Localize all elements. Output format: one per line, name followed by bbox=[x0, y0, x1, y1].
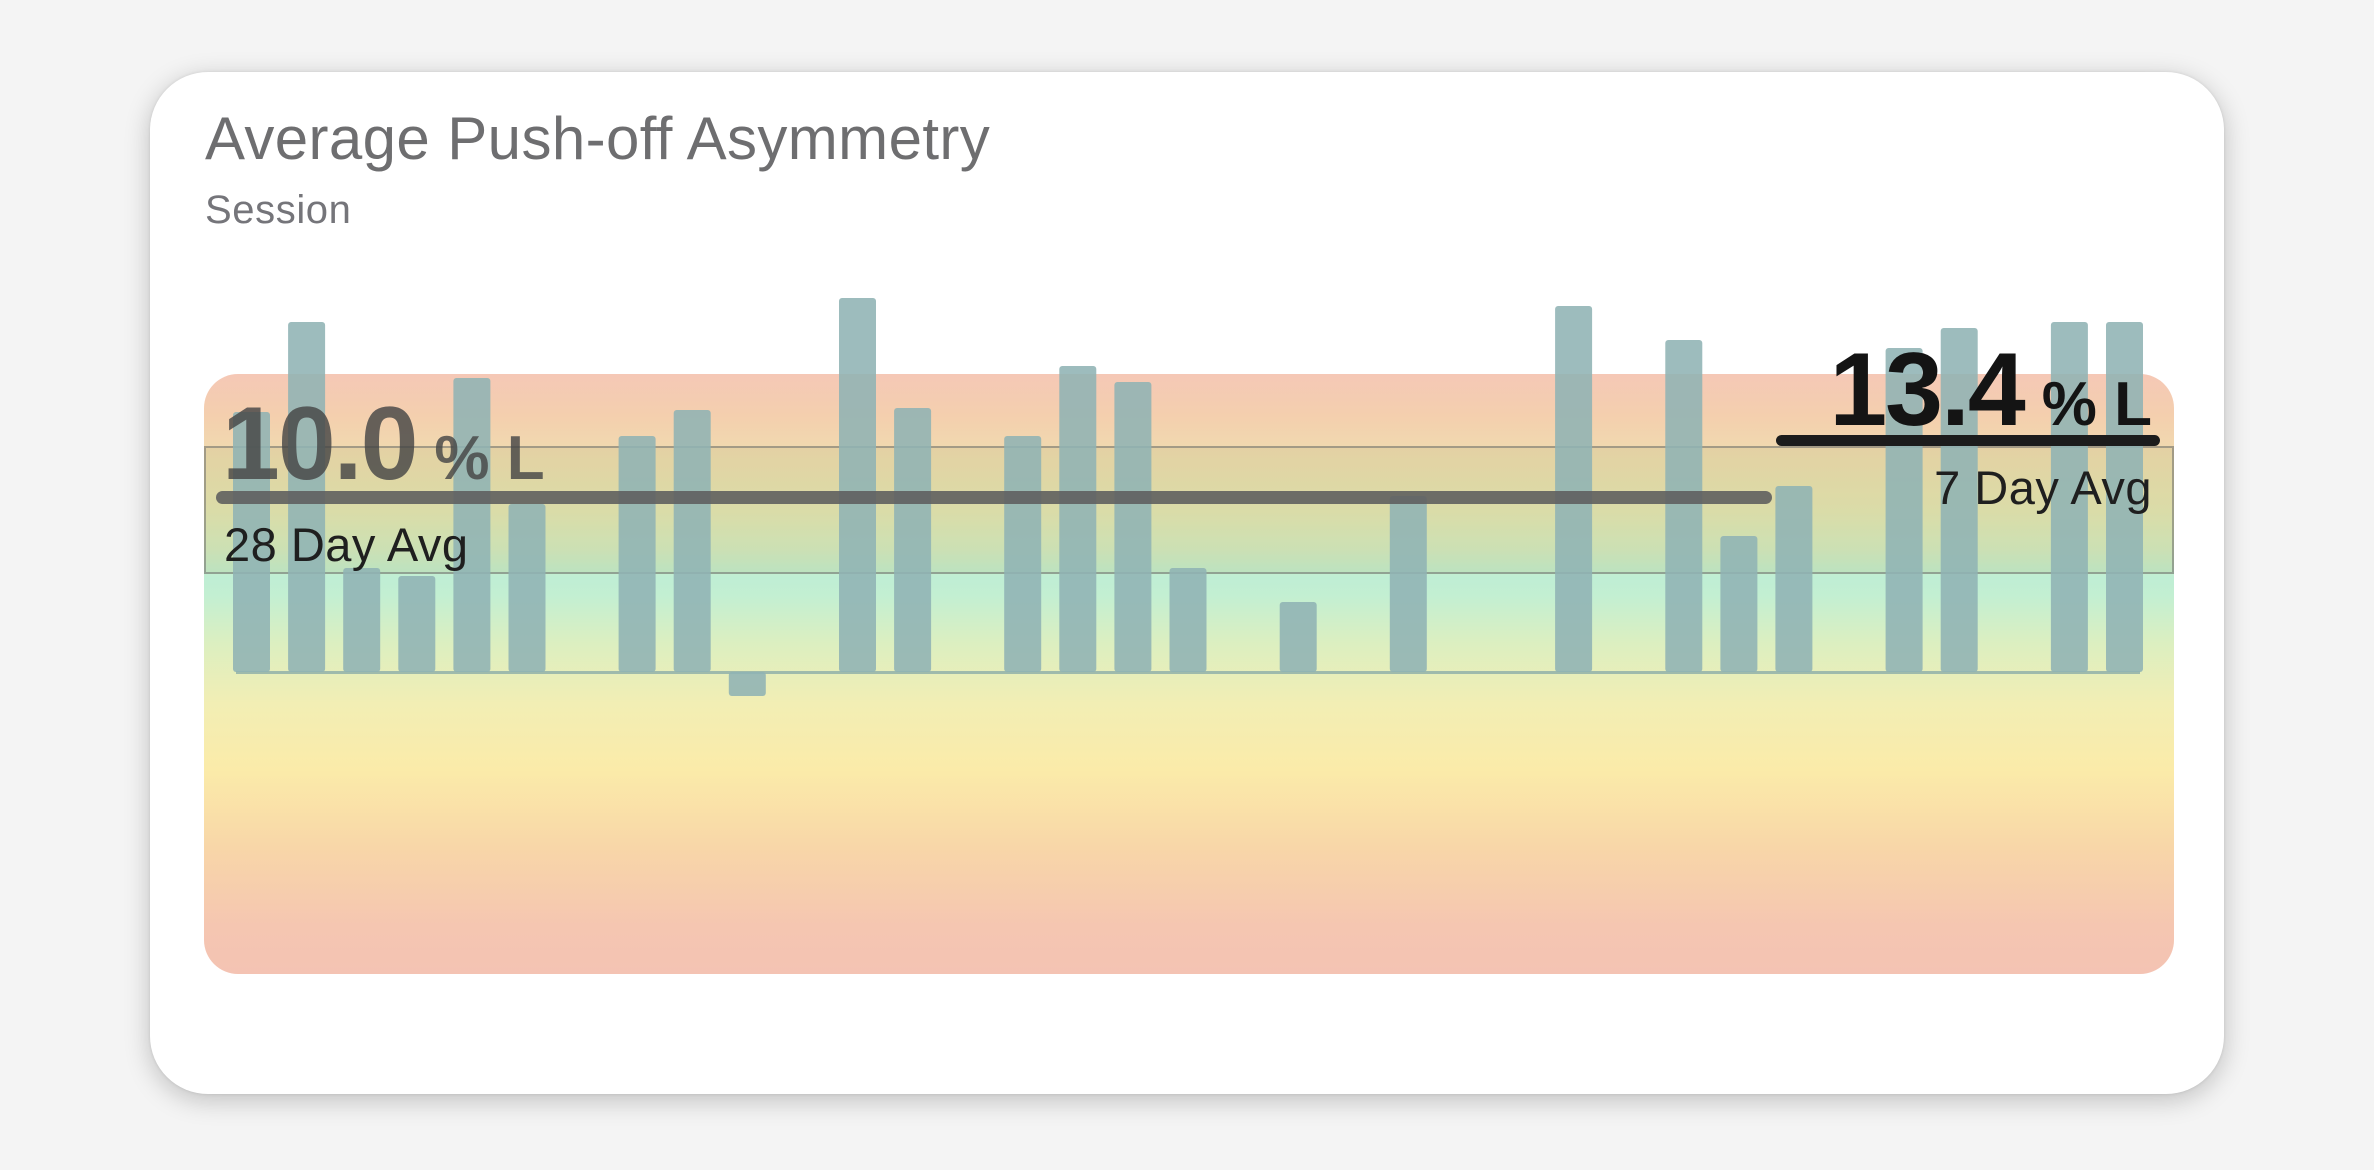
chart-title: Average Push-off Asymmetry bbox=[205, 105, 991, 172]
bar-20 bbox=[1279, 602, 1317, 672]
avg-28-day-number: 10.0 bbox=[222, 386, 418, 502]
bar-9 bbox=[673, 410, 711, 672]
avg-28-day-value: 10.0% L bbox=[222, 392, 545, 496]
bar-4 bbox=[398, 576, 436, 672]
bar-17 bbox=[1114, 382, 1152, 672]
avg-7-day-line bbox=[1776, 435, 2160, 446]
bar-18 bbox=[1169, 568, 1207, 672]
bar-22 bbox=[1389, 496, 1427, 672]
bar-25 bbox=[1555, 306, 1593, 672]
avg-7-day-value: 13.4% L bbox=[1829, 338, 2152, 442]
bar-1 bbox=[233, 412, 270, 672]
zero-baseline bbox=[236, 671, 2140, 674]
bar-5 bbox=[453, 378, 491, 672]
avg-28-day-unit: % L bbox=[434, 424, 545, 493]
avg-28-day-label: 28 Day Avg bbox=[224, 518, 469, 571]
bar-13 bbox=[894, 408, 932, 672]
bar-6 bbox=[508, 504, 546, 672]
bar-27 bbox=[1665, 340, 1703, 672]
avg-7-day-unit: % L bbox=[2041, 370, 2152, 439]
bar-35 bbox=[2106, 322, 2143, 672]
avg-28-day-line bbox=[216, 491, 1772, 504]
bar-10 bbox=[728, 672, 766, 696]
avg-7-day-number: 13.4 bbox=[1829, 332, 2025, 448]
bar-12 bbox=[839, 298, 876, 672]
bar-32 bbox=[1940, 328, 1978, 672]
chart-subtitle: Session bbox=[205, 188, 352, 232]
bar-16 bbox=[1059, 366, 1097, 672]
bar-15 bbox=[1004, 436, 1042, 672]
bar-28 bbox=[1720, 536, 1758, 672]
bar-3 bbox=[343, 568, 381, 672]
bar-8 bbox=[618, 436, 656, 672]
bar-34 bbox=[2050, 322, 2088, 672]
avg-7-day-label: 7 Day Avg bbox=[1934, 461, 2152, 514]
bar-29 bbox=[1775, 486, 1813, 672]
bar-31 bbox=[1885, 348, 1923, 672]
